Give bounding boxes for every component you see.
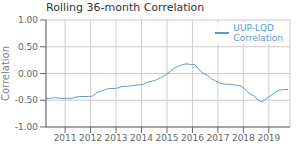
svg-text:-0.50: -0.50 <box>15 95 39 105</box>
html-text:UUP-LQD: UUP-LQD <box>233 23 274 33</box>
svg-text:2018: 2018 <box>232 133 255 143</box>
svg-text:2012: 2012 <box>79 133 102 143</box>
html-text:Rolling 36-month Correlation: Rolling 36-month Correlation <box>46 1 205 14</box>
svg-text:2014: 2014 <box>130 133 153 143</box>
svg-text:Correlation: Correlation <box>8 46 11 101</box>
svg-text:2019: 2019 <box>257 133 280 143</box>
svg-text:2015: 2015 <box>156 133 179 143</box>
html-text:Correlation: Correlation <box>233 33 283 43</box>
svg-text:0.00: 0.00 <box>18 69 38 79</box>
svg-text:0.50: 0.50 <box>18 42 38 52</box>
svg-text:2016: 2016 <box>181 133 204 143</box>
svg-text:2017: 2017 <box>206 133 229 143</box>
svg-text:2011: 2011 <box>54 133 77 143</box>
svg-text:-1.00: -1.00 <box>15 122 39 132</box>
svg-text:1.00: 1.00 <box>18 16 38 25</box>
svg-text:2013: 2013 <box>105 133 128 143</box>
